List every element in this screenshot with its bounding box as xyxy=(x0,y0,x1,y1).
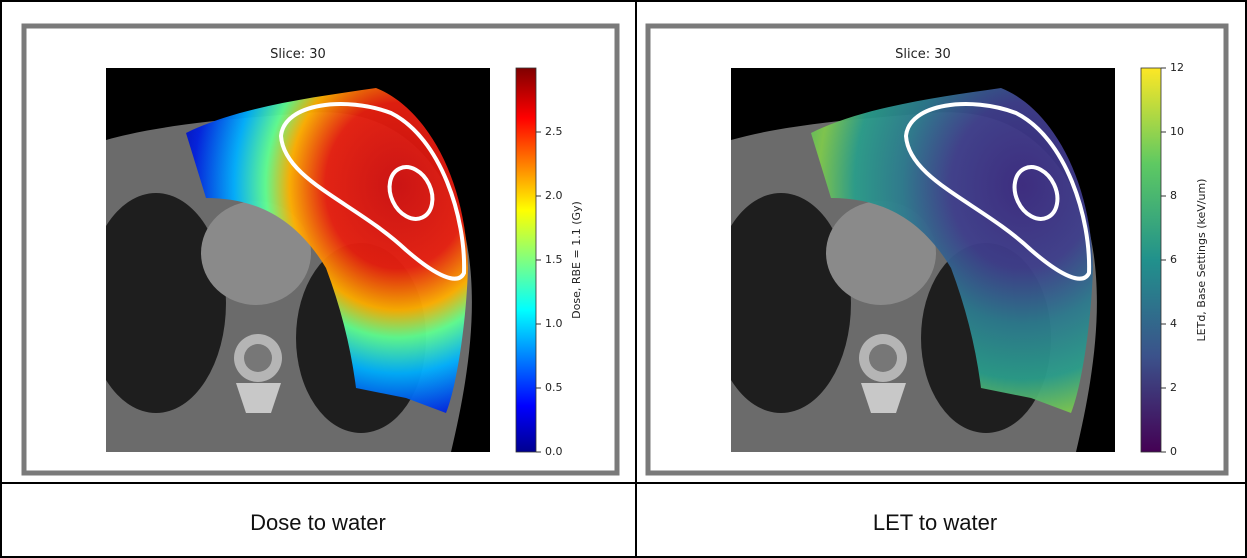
colorbar-label: Dose, RBE = 1.1 (Gy) xyxy=(570,201,583,319)
ct-image xyxy=(731,68,1115,452)
colorbar-tick-label: 4 xyxy=(1170,317,1177,330)
ct-image xyxy=(106,68,490,452)
contour xyxy=(1012,165,1060,221)
colorbar-tick-label: 12 xyxy=(1170,61,1184,74)
colorbar-tick-label: 6 xyxy=(1170,253,1177,266)
ct-lung xyxy=(106,193,226,413)
colorbar xyxy=(515,67,537,453)
contour xyxy=(387,165,435,221)
colorbar-tick-label: 0.5 xyxy=(545,381,563,394)
plot-title: Slice: 30 xyxy=(270,47,326,62)
ct-lung xyxy=(731,193,851,413)
colorbar-tick-label: 1.5 xyxy=(545,253,563,266)
caption: LET to water xyxy=(873,510,997,535)
colorbar-tick-label: 0 xyxy=(1170,445,1177,458)
contour xyxy=(278,102,467,281)
ct-heart xyxy=(201,201,311,305)
colorbar-tick-label: 2.0 xyxy=(545,189,563,202)
caption: Dose to water xyxy=(250,510,386,535)
colorbar-tick-label: 8 xyxy=(1170,189,1177,202)
colorbar-label: LETd, Base Settings (keV/um) xyxy=(1195,179,1208,342)
colorbar-tick-label: 0.0 xyxy=(545,445,563,458)
colorbar-tick-label: 2.5 xyxy=(545,125,563,138)
ct-spine xyxy=(236,383,281,413)
ct-vertebra-inner xyxy=(869,344,897,372)
colorbar xyxy=(1140,67,1162,453)
colorbar-tick-label: 2 xyxy=(1170,381,1177,394)
plot-title: Slice: 30 xyxy=(895,47,951,62)
contour xyxy=(903,102,1092,281)
colorbar-tick-label: 10 xyxy=(1170,125,1184,138)
colorbar-tick-label: 1.0 xyxy=(545,317,563,330)
ct-spine xyxy=(861,383,906,413)
ct-vertebra-inner xyxy=(244,344,272,372)
ct-heart xyxy=(826,201,936,305)
